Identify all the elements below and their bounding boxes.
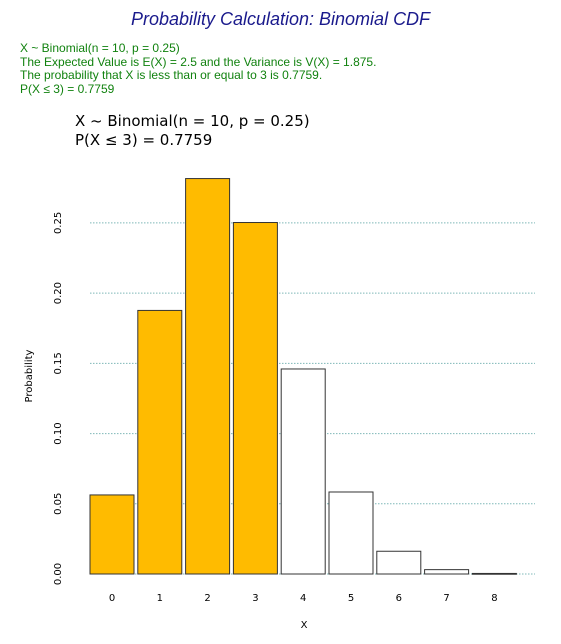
y-tick-label: 0.05 — [53, 493, 64, 515]
plot-title-line-1: X ~ Binomial(n = 10, p = 0.25) — [75, 112, 310, 130]
plot-title-line-2: P(X ≤ 3) = 0.7759 — [75, 131, 212, 149]
x-axis-label: X — [301, 620, 308, 631]
page-title: Probability Calculation: Binomial CDF — [130, 9, 431, 29]
summary-result-line: P(X ≤ 3) = 0.7759 — [20, 81, 115, 96]
x-tick-label: 7 — [443, 593, 449, 604]
x-tick-label: 8 — [491, 593, 497, 604]
bar-8 — [471, 572, 517, 575]
bar-2 — [185, 178, 231, 575]
summary-expectation-line: The Expected Value is E(X) = 2.5 and the… — [20, 54, 377, 69]
x-tick-label: 2 — [204, 593, 210, 604]
x-tick-label: 4 — [300, 593, 306, 604]
summary-text: X ~ Binomial(n = 10, p = 0.25) The Expec… — [20, 41, 377, 96]
y-tick-label: 0.20 — [53, 282, 64, 304]
bar-7 — [424, 569, 470, 575]
y-tick-label: 0.15 — [53, 352, 64, 374]
x-axis-ticks: 0 1 2 3 4 5 6 7 8 — [109, 593, 498, 604]
y-tick-label: 0.10 — [53, 422, 64, 444]
x-tick-label: 1 — [157, 593, 163, 604]
bars — [89, 178, 517, 575]
x-tick-label: 3 — [252, 593, 258, 604]
bar-0 — [89, 494, 135, 575]
bar-4 — [280, 368, 326, 575]
summary-distribution-line: X ~ Binomial(n = 10, p = 0.25) — [20, 41, 180, 55]
y-tick-label: 0.00 — [53, 563, 64, 585]
bar-6 — [376, 550, 422, 575]
bar-1 — [137, 309, 183, 575]
bar-3 — [232, 222, 278, 575]
x-tick-label: 6 — [396, 593, 402, 604]
bar-5 — [328, 491, 374, 575]
x-tick-label: 0 — [109, 593, 115, 604]
y-tick-label: 0.25 — [53, 212, 64, 234]
y-axis-ticks: 0.00 0.05 0.10 0.15 0.20 0.25 — [53, 212, 64, 585]
y-axis-label: Probability — [24, 349, 35, 402]
summary-probability-line: The probability that X is less than or e… — [20, 68, 323, 82]
x-tick-label: 5 — [348, 593, 354, 604]
